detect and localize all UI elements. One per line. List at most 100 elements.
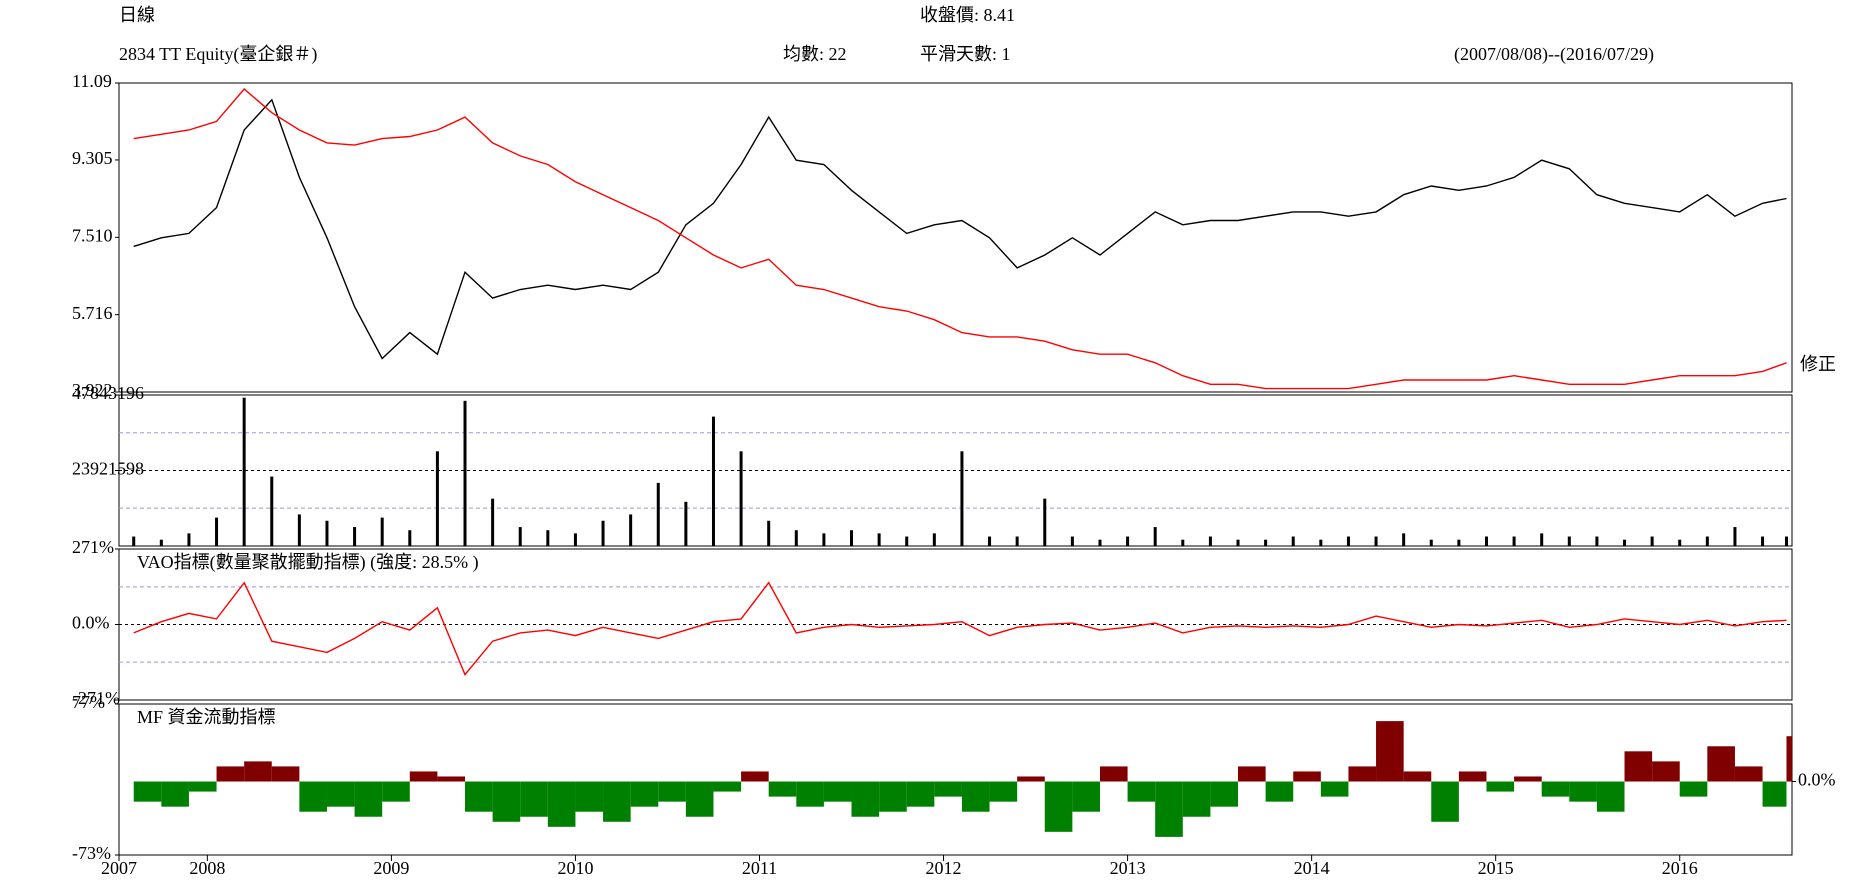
bar xyxy=(1291,536,1295,546)
panel-title: VAO指標(數量聚散擺動指標) (強度: 28.5% ) xyxy=(137,552,479,573)
y-tick-label: -271% xyxy=(72,688,120,708)
bar xyxy=(575,781,604,812)
bar xyxy=(1786,736,1792,782)
x-tick-label: 2008 xyxy=(189,858,225,878)
close-price: 收盤價: 8.41 xyxy=(920,5,1015,25)
price-line xyxy=(133,98,1787,360)
bar xyxy=(932,533,936,546)
bar xyxy=(1155,781,1183,837)
bar xyxy=(133,781,162,802)
bar xyxy=(1514,776,1542,782)
bar xyxy=(518,527,522,546)
bar xyxy=(491,498,495,546)
bar xyxy=(435,451,439,546)
panel-frame xyxy=(118,82,1793,393)
bar xyxy=(1705,536,1709,546)
bar xyxy=(271,766,300,782)
x-tick-label: 2015 xyxy=(1478,858,1514,878)
bar xyxy=(1236,539,1240,546)
bar xyxy=(216,766,245,782)
bar xyxy=(354,781,383,817)
bar xyxy=(463,400,467,546)
bar xyxy=(1320,781,1349,797)
bar xyxy=(1346,536,1350,546)
bar xyxy=(684,501,688,546)
ticker: 2834 TT Equity(臺企銀＃) xyxy=(119,44,317,65)
bar xyxy=(573,533,577,546)
bar xyxy=(1098,539,1102,546)
bar xyxy=(409,771,438,782)
bar xyxy=(934,781,962,797)
bar xyxy=(382,781,410,802)
bar xyxy=(1540,533,1544,546)
bar xyxy=(1678,539,1682,546)
bar xyxy=(850,530,854,546)
bar xyxy=(1264,539,1268,546)
bar xyxy=(1070,536,1074,546)
bar xyxy=(1761,536,1765,546)
bar xyxy=(1017,776,1045,782)
bar xyxy=(603,781,631,822)
bar xyxy=(242,397,246,546)
y-tick-label: 271% xyxy=(72,537,114,557)
bar xyxy=(1762,781,1787,807)
date-range: (2007/08/08)--(2016/07/29) xyxy=(1454,44,1654,65)
bar xyxy=(187,533,191,546)
x-tick-label: 2013 xyxy=(1110,858,1146,878)
bar xyxy=(159,539,163,546)
bar xyxy=(1127,781,1156,802)
bar xyxy=(437,776,466,782)
bar xyxy=(1431,781,1459,822)
annotation: 修正 xyxy=(1800,354,1836,375)
bar xyxy=(851,781,880,817)
bar xyxy=(905,536,909,546)
bar xyxy=(1182,781,1211,817)
bar xyxy=(1348,766,1377,782)
bar xyxy=(739,451,743,546)
bar xyxy=(299,781,327,812)
bar xyxy=(988,536,992,546)
bar xyxy=(1099,766,1128,782)
bar xyxy=(1733,527,1737,546)
bar xyxy=(1015,536,1019,546)
bar xyxy=(1541,781,1570,797)
bar xyxy=(380,517,384,546)
bar xyxy=(1623,539,1627,546)
bar xyxy=(1652,761,1680,782)
bar xyxy=(906,781,935,807)
bar xyxy=(325,520,329,546)
bar xyxy=(353,527,357,546)
y-tick-label: 23921598 xyxy=(72,459,144,479)
bar xyxy=(961,781,990,812)
bar xyxy=(629,514,633,546)
bar xyxy=(741,771,769,782)
bar xyxy=(1457,539,1461,546)
bar xyxy=(161,781,189,807)
bar xyxy=(270,476,274,546)
bar xyxy=(1376,721,1404,782)
bar xyxy=(630,781,659,807)
average: 均數: 22 xyxy=(783,44,847,64)
bar xyxy=(1374,536,1378,546)
bar xyxy=(1624,751,1653,782)
bar xyxy=(520,781,548,817)
smoothing: 平滑天數: 1 xyxy=(920,44,1011,64)
bar xyxy=(1403,771,1432,782)
bar xyxy=(1512,536,1516,546)
bar xyxy=(656,482,660,546)
bar xyxy=(879,781,907,812)
bar xyxy=(1734,766,1763,782)
bar xyxy=(794,530,798,546)
x-tick-label: 2010 xyxy=(557,858,593,878)
y-tick-label: 7.510 xyxy=(72,225,113,245)
x-tick-label: 2009 xyxy=(373,858,409,878)
bar xyxy=(768,781,797,797)
bar xyxy=(546,530,550,546)
bar xyxy=(1153,527,1157,546)
y-tick-label: -73% xyxy=(72,843,111,863)
bar xyxy=(685,781,714,817)
bar xyxy=(1044,781,1073,832)
x-tick-label: 2014 xyxy=(1294,858,1330,878)
bar xyxy=(1293,771,1321,782)
